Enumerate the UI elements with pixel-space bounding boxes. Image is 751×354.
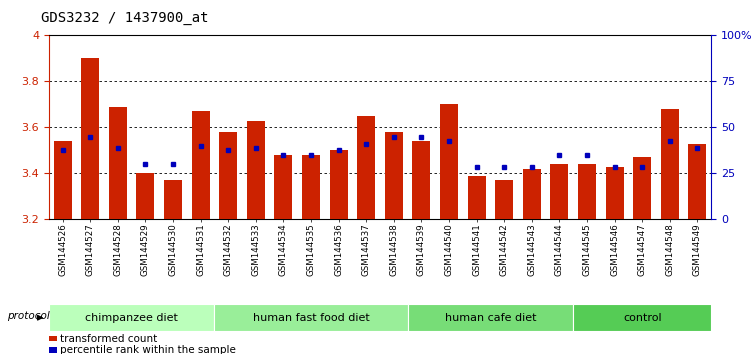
Bar: [633, 157, 651, 219]
Text: GDS3232 / 1437900_at: GDS3232 / 1437900_at: [41, 11, 209, 25]
Bar: [49, 347, 57, 353]
Bar: [495, 181, 513, 219]
Bar: [247, 121, 265, 219]
Bar: [302, 155, 320, 219]
Text: protocol: protocol: [8, 312, 50, 321]
Bar: [689, 144, 707, 219]
Text: human cafe diet: human cafe diet: [445, 313, 536, 323]
Bar: [109, 107, 127, 219]
Bar: [330, 150, 348, 219]
Text: transformed count: transformed count: [60, 333, 158, 344]
Bar: [550, 164, 569, 219]
Bar: [661, 109, 679, 219]
Bar: [137, 173, 155, 219]
Bar: [385, 132, 403, 219]
Bar: [81, 58, 99, 219]
Bar: [53, 141, 71, 219]
Text: control: control: [623, 313, 662, 323]
Text: human fast food diet: human fast food diet: [252, 313, 369, 323]
Bar: [164, 181, 182, 219]
Text: chimpanzee diet: chimpanzee diet: [85, 313, 178, 323]
Bar: [219, 132, 237, 219]
Text: percentile rank within the sample: percentile rank within the sample: [60, 345, 237, 354]
Bar: [573, 304, 711, 331]
Bar: [578, 164, 596, 219]
Bar: [605, 167, 623, 219]
Bar: [192, 112, 210, 219]
Bar: [412, 141, 430, 219]
Bar: [215, 304, 408, 331]
Bar: [49, 304, 215, 331]
Bar: [274, 155, 292, 219]
Bar: [523, 169, 541, 219]
Bar: [440, 104, 458, 219]
Bar: [468, 176, 486, 219]
Bar: [357, 116, 376, 219]
Bar: [49, 336, 57, 341]
Bar: [408, 304, 573, 331]
